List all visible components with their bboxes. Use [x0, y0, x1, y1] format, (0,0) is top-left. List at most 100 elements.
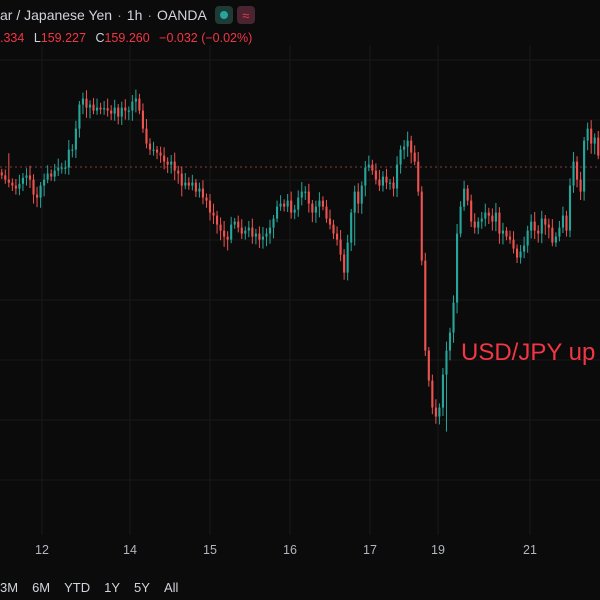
candle-body: [268, 227, 272, 234]
candle-body: [64, 167, 67, 169]
candle-body: [156, 149, 159, 153]
candle: [576, 156, 579, 188]
candle-body: [67, 149, 70, 168]
candle: [381, 171, 384, 192]
candle: [276, 200, 279, 223]
candle: [374, 163, 377, 185]
candle-body: [533, 221, 536, 231]
candle-body: [57, 167, 60, 171]
candle: [364, 161, 367, 197]
candle: [367, 155, 370, 172]
candle-body: [148, 143, 152, 150]
candle-body: [283, 203, 286, 207]
header-separator: ·: [117, 7, 122, 23]
candle-body: [96, 107, 99, 111]
chart-annotation: USD/JPY up: [461, 339, 595, 366]
candle: [519, 245, 522, 264]
market-status-dot-icon[interactable]: [214, 6, 233, 24]
candle: [307, 183, 310, 213]
candle: [99, 102, 102, 115]
candle: [343, 249, 346, 280]
candle: [46, 165, 49, 184]
candle: [551, 219, 554, 247]
timeframe-5y[interactable]: 5Y: [134, 580, 150, 595]
candle: [110, 105, 113, 121]
candle: [205, 193, 208, 208]
candle-body: [191, 182, 194, 186]
close-label: C: [95, 31, 105, 45]
candle: [293, 204, 296, 220]
candle: [385, 168, 388, 190]
candle: [7, 153, 10, 188]
candle: [501, 222, 504, 245]
candle-body: [110, 110, 113, 114]
candle-body: [427, 350, 430, 381]
candle: [420, 186, 423, 266]
candle-body: [0, 172, 3, 176]
timeframe-all[interactable]: All: [163, 580, 179, 595]
candle-body: [516, 248, 519, 258]
wave-icon[interactable]: ≈: [236, 6, 255, 24]
candle: [561, 206, 564, 233]
candle: [360, 181, 363, 214]
candle-body: [343, 254, 346, 273]
candle: [586, 122, 589, 151]
candle: [410, 135, 413, 164]
candle: [198, 182, 201, 198]
candle-body: [201, 188, 204, 198]
candle-body: [226, 236, 229, 240]
candle: [81, 92, 84, 115]
candle-body: [424, 260, 427, 351]
candle-body: [14, 185, 17, 189]
candle: [537, 225, 540, 243]
candle: [67, 140, 70, 175]
candle: [565, 210, 568, 237]
candle-body: [438, 407, 441, 417]
candle-body: [353, 191, 356, 213]
candle-body: [583, 140, 586, 192]
candle-body: [159, 152, 162, 156]
symbol-name[interactable]: ar / Japanese Yen: [0, 7, 113, 23]
candle: [223, 221, 226, 247]
candle: [187, 177, 190, 190]
candle: [530, 214, 533, 239]
candle: [21, 173, 24, 191]
candle-body: [134, 98, 137, 102]
candle-body: [187, 182, 190, 186]
candle: [441, 368, 444, 416]
candle-body: [568, 185, 572, 231]
low-value: 159.227: [40, 31, 86, 45]
candle: [96, 98, 99, 115]
timeframe-3m[interactable]: 3M: [0, 580, 19, 595]
candle: [350, 209, 353, 251]
candle: [212, 203, 215, 224]
candle: [152, 141, 155, 156]
candle-body: [367, 164, 370, 168]
candle-body: [92, 104, 95, 111]
candle: [413, 145, 416, 166]
candle: [240, 219, 243, 239]
candle-body: [4, 175, 7, 180]
candle-body: [290, 200, 293, 213]
candle-body: [431, 380, 434, 408]
x-axis: 12 14 15 16 17 19 21: [35, 543, 537, 557]
timeframe-1y[interactable]: 1Y: [104, 580, 121, 595]
candle: [226, 231, 229, 251]
timeframe-ytd[interactable]: YTD: [64, 580, 91, 595]
timeframe-6m[interactable]: 6M: [32, 580, 51, 595]
candle-body: [364, 167, 367, 186]
candle-body: [505, 230, 508, 237]
candle-body: [445, 350, 448, 375]
candle: [459, 201, 462, 238]
candle-body: [593, 137, 596, 144]
candle: [251, 218, 254, 244]
candle: [311, 200, 314, 223]
candle: [434, 399, 437, 424]
interval-label[interactable]: 1h: [126, 7, 143, 23]
candle-body: [494, 212, 497, 222]
candle: [134, 89, 137, 113]
candle-body: [554, 236, 557, 243]
candle-body: [477, 221, 480, 228]
candle-body: [25, 175, 28, 178]
